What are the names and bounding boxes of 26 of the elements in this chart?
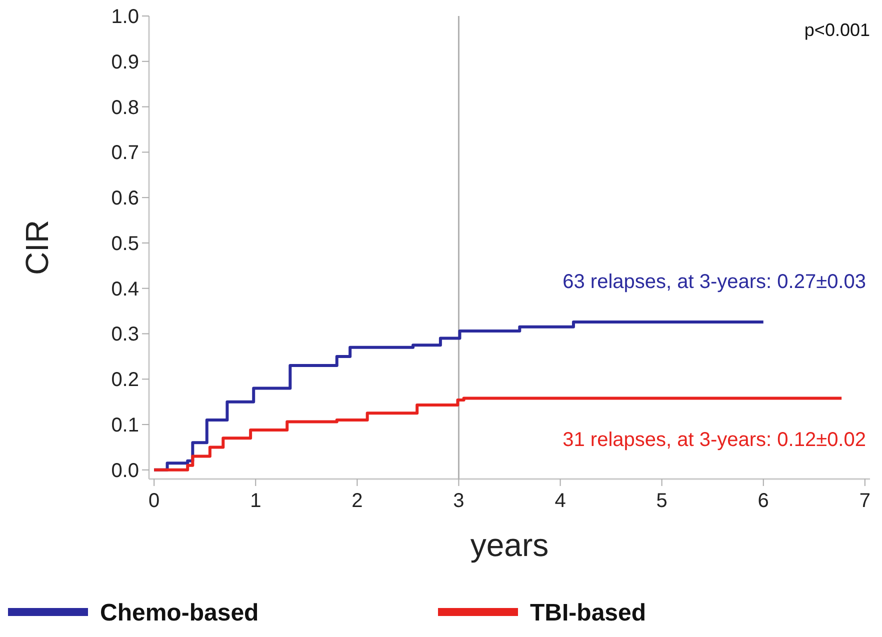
y-tick-label: 0.1 bbox=[111, 414, 139, 437]
x-tick-label: 3 bbox=[453, 490, 464, 512]
x-tick-label: 5 bbox=[656, 490, 668, 512]
x-tick-label: 6 bbox=[758, 490, 769, 512]
x-tick-label: 2 bbox=[352, 490, 363, 512]
y-tick-label: 0.4 bbox=[111, 278, 139, 300]
legend-label: TBI-based bbox=[530, 599, 646, 626]
x-axis-title: years bbox=[470, 527, 549, 563]
annotation: 63 relapses, at 3-years: 0.27±0.03 bbox=[562, 270, 866, 293]
y-tick-label: 0.6 bbox=[111, 188, 139, 210]
y-tick-label: 0.2 bbox=[111, 369, 139, 392]
x-tick-label: 1 bbox=[250, 490, 262, 512]
x-tick-label: 0 bbox=[148, 490, 160, 512]
y-tick-label: 0.5 bbox=[111, 232, 139, 255]
annotation: p<0.001 bbox=[804, 20, 870, 40]
y-tick-label: 0.7 bbox=[111, 142, 139, 164]
legend-label: Chemo-based bbox=[100, 599, 259, 626]
y-tick-label: 0.8 bbox=[111, 96, 139, 119]
y-tick-label: 0.9 bbox=[111, 51, 139, 74]
y-axis-title: CIR bbox=[19, 220, 55, 276]
y-tick-label: 1.0 bbox=[111, 6, 139, 28]
x-tick-label: 7 bbox=[859, 490, 870, 512]
annotation: 31 relapses, at 3-years: 0.12±0.02 bbox=[562, 429, 866, 452]
y-tick-label: 0.3 bbox=[111, 324, 139, 346]
y-tick-label: 0.0 bbox=[111, 460, 139, 482]
x-tick-label: 4 bbox=[554, 490, 566, 512]
